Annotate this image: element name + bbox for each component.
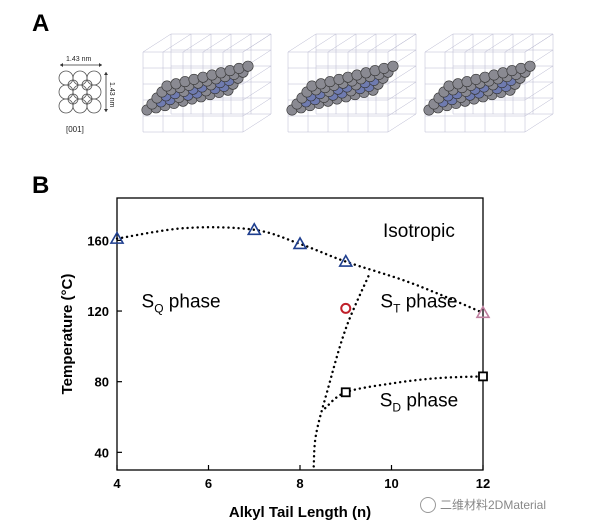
panel-a-label: A <box>32 10 50 37</box>
lattice-render-3 <box>415 28 555 148</box>
region-label-sq: SQ phase <box>142 292 221 316</box>
x-tick-label: 8 <box>296 476 303 491</box>
data-point-circle <box>340 302 352 314</box>
x-tick-label: 4 <box>113 476 121 491</box>
y-tick-label: 120 <box>87 304 109 319</box>
data-point-triangle <box>246 222 262 236</box>
data-point-square <box>478 371 488 382</box>
lattice-render-2 <box>278 28 418 148</box>
x-tick-label: 10 <box>384 476 398 491</box>
region-label-isotropic: Isotropic <box>383 221 455 242</box>
y-axis-title: Temperature (°C) <box>59 274 76 395</box>
x-tick-label: 12 <box>476 476 490 491</box>
region-label-st: ST phase <box>380 292 457 316</box>
data-point-triangle <box>475 305 491 319</box>
watermark-icon <box>420 496 436 513</box>
phase-boundary-isotropic <box>115 226 485 315</box>
dimension-vertical: 1.43 nm <box>108 82 115 107</box>
watermark-text: 二维材料2DMaterial <box>440 498 547 512</box>
direction-label: [001] <box>66 125 84 134</box>
dimension-horizontal: 1.43 nm <box>66 56 91 63</box>
lattice-render-1 <box>133 28 273 148</box>
data-point-triangle <box>292 236 308 250</box>
x-tick-label: 6 <box>205 476 212 491</box>
panel-b-label: B <box>32 172 50 199</box>
data-point-square <box>340 387 351 398</box>
data-point-triangle <box>109 231 125 244</box>
unit-cell-diagram: 1.43 nm 1.43 nm [001] <box>52 54 132 144</box>
watermark: 二维材料2DMaterial <box>420 496 546 513</box>
data-point-triangle <box>338 253 354 267</box>
region-label-sd: SD phase <box>380 390 458 414</box>
x-axis-title: Alkyl Tail Length (n) <box>229 504 371 521</box>
phase-boundary-st-sd <box>323 375 485 410</box>
y-tick-label: 160 <box>87 233 109 248</box>
phase-boundary-sq-st <box>312 274 370 468</box>
y-tick-label: 80 <box>95 375 109 390</box>
y-tick-label: 40 <box>95 445 109 460</box>
